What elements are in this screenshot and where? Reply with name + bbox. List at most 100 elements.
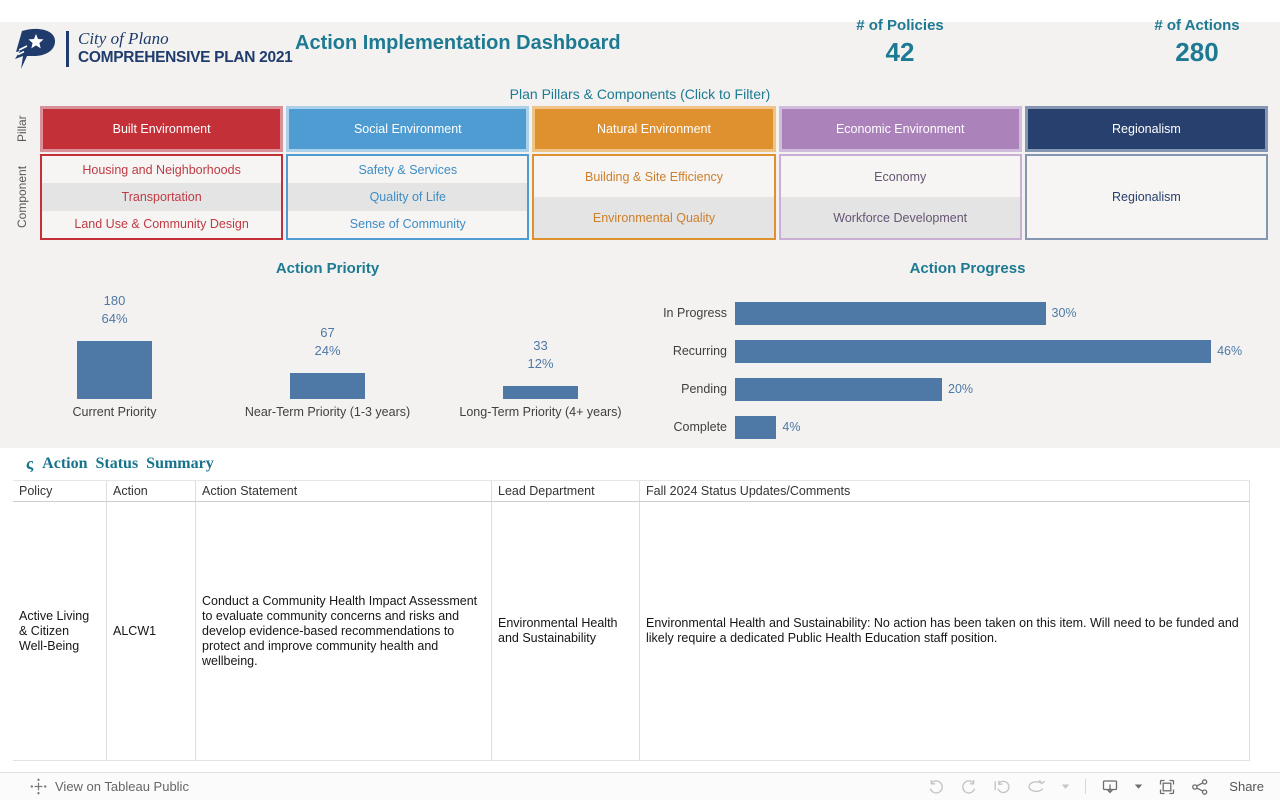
bar-value-label: 18064%	[101, 292, 127, 328]
bar-value-label: 20%	[948, 382, 973, 396]
progress-bars: In Progress 30% Recurring 46% Pending 20…	[655, 294, 1280, 446]
logo-city-name: City of Plano	[78, 29, 292, 48]
logo-divider	[66, 31, 69, 67]
view-on-tableau-public-label: View on Tableau Public	[55, 779, 189, 794]
pillar-column-economic-environment: Economic Environment Economy Workforce D…	[779, 106, 1022, 240]
caret-down-icon[interactable]	[1134, 782, 1143, 791]
progress-row: In Progress 30%	[655, 294, 1280, 332]
component-transportation[interactable]: Transportation	[42, 183, 281, 210]
kpi-actions: # of Actions 280	[1112, 17, 1280, 68]
pillar-regionalism[interactable]: Regionalism	[1025, 106, 1268, 152]
bar-value-label: 46%	[1217, 344, 1242, 358]
priority-bar-group: 6724%	[221, 292, 434, 399]
city-of-plano-logo-icon	[12, 27, 58, 71]
action-priority-chart: Action Priority 18064% 6724% 3312%	[0, 252, 655, 448]
table-title-text: Action Status Summary	[42, 455, 214, 473]
redo-icon[interactable]	[960, 778, 978, 796]
component-economy[interactable]: Economy	[781, 156, 1020, 197]
toolbar-divider	[1085, 779, 1086, 794]
pillar-column-built-environment: Built Environment Housing and Neighborho…	[40, 106, 283, 240]
pillar-social-environment[interactable]: Social Environment	[286, 106, 529, 152]
action-progress-chart: Action Progress In Progress 30% Recurrin…	[655, 252, 1280, 448]
charts-row: Action Priority 18064% 6724% 3312%	[0, 252, 1280, 448]
logo-plan-name: COMPREHENSIVE PLAN 2021	[78, 48, 292, 67]
progress-row: Complete 4%	[655, 408, 1280, 446]
refresh-icon[interactable]	[1026, 778, 1046, 796]
pillar-column-natural-environment: Natural Environment Building & Site Effi…	[532, 106, 775, 240]
component-box-economic-environment: Economy Workforce Development	[779, 154, 1022, 240]
reset-icon[interactable]	[993, 778, 1011, 796]
progress-bar-in-progress[interactable]	[735, 302, 1046, 325]
cell-lead-department[interactable]: Environmental Health and Sustainability	[492, 502, 640, 760]
view-on-tableau-public[interactable]: View on Tableau Public	[30, 778, 189, 795]
component-sense-of-community[interactable]: Sense of Community	[288, 211, 527, 238]
page-title: Action Implementation Dashboard	[295, 32, 621, 55]
priority-bar-near-term[interactable]	[290, 373, 365, 399]
kpi-policies-label: # of Policies	[815, 17, 985, 34]
component-environmental-quality[interactable]: Environmental Quality	[534, 197, 773, 238]
component-box-built-environment: Housing and Neighborhoods Transportation…	[40, 154, 283, 240]
category-label: Long-Term Priority (4+ years)	[434, 405, 647, 419]
component-building-site-efficiency[interactable]: Building & Site Efficiency	[534, 156, 773, 197]
share-label[interactable]: Share	[1229, 779, 1264, 794]
pillar-economic-environment[interactable]: Economic Environment	[779, 106, 1022, 152]
share-icon[interactable]	[1191, 778, 1209, 796]
pillar-natural-environment[interactable]: Natural Environment	[532, 106, 775, 152]
component-axis-label: Component	[12, 154, 32, 240]
cell-policy[interactable]: Active Living & Citizen Well-Being	[13, 502, 107, 760]
pillar-column-social-environment: Social Environment Safety & Services Qua…	[286, 106, 529, 240]
category-label: Pending	[655, 382, 727, 396]
tableau-logo-icon	[30, 778, 47, 795]
category-label: Complete	[655, 420, 727, 434]
component-safety-services[interactable]: Safety & Services	[288, 156, 527, 183]
priority-bar-long-term[interactable]	[503, 386, 578, 399]
pillar-built-environment[interactable]: Built Environment	[40, 106, 283, 152]
table-header-row: Policy Action Action Statement Lead Depa…	[13, 480, 1250, 502]
column-header-action-statement[interactable]: Action Statement	[196, 481, 492, 501]
priority-bar-current[interactable]	[77, 341, 152, 399]
pillar-column-regionalism: Regionalism Regionalism	[1025, 106, 1268, 240]
component-workforce-development[interactable]: Workforce Development	[781, 197, 1020, 238]
kpi-policies-value: 42	[815, 37, 985, 68]
column-header-fall-2024-status[interactable]: Fall 2024 Status Updates/Comments	[640, 481, 1250, 501]
progress-bar-complete[interactable]	[735, 416, 776, 439]
priority-category-labels: Current Priority Near-Term Priority (1-3…	[8, 405, 647, 419]
category-label: Current Priority	[8, 405, 221, 419]
category-label: In Progress	[655, 306, 727, 320]
action-status-summary-section: ς Action Status Summary Policy Action Ac…	[0, 448, 1280, 772]
bar-value-label: 30%	[1052, 306, 1077, 320]
action-progress-title: Action Progress	[655, 252, 1280, 277]
priority-bar-group: 3312%	[434, 292, 647, 399]
component-box-natural-environment: Building & Site Efficiency Environmental…	[532, 154, 775, 240]
column-header-lead-department[interactable]: Lead Department	[492, 481, 640, 501]
pillar-axis-label: Pillar	[12, 106, 32, 152]
priority-bar-group: 18064%	[8, 292, 221, 399]
component-housing-and-neighborhoods[interactable]: Housing and Neighborhoods	[42, 156, 281, 183]
column-header-policy[interactable]: Policy	[13, 481, 107, 501]
component-quality-of-life[interactable]: Quality of Life	[288, 183, 527, 210]
tableau-toolbar: View on Tableau Public	[0, 772, 1280, 800]
logo-text: City of Plano COMPREHENSIVE PLAN 2021	[78, 29, 292, 67]
component-land-use-community-design[interactable]: Land Use & Community Design	[42, 211, 281, 238]
progress-bar-pending[interactable]	[735, 378, 942, 401]
component-regionalism[interactable]: Regionalism	[1027, 156, 1266, 238]
filter-banner-label: Plan Pillars & Components (Click to Filt…	[0, 86, 1280, 102]
download-icon[interactable]	[1101, 778, 1119, 796]
caret-down-icon[interactable]	[1061, 782, 1070, 791]
table-title: ς Action Status Summary	[26, 454, 214, 474]
undo-icon[interactable]	[927, 778, 945, 796]
cell-action-statement[interactable]: Conduct a Community Health Impact Assess…	[196, 502, 492, 760]
category-label: Near-Term Priority (1-3 years)	[221, 405, 434, 419]
pillars-filter-grid: Built Environment Housing and Neighborho…	[40, 106, 1268, 240]
progress-row: Recurring 46%	[655, 332, 1280, 370]
bar-value-label: 4%	[782, 420, 800, 434]
kpi-actions-label: # of Actions	[1112, 17, 1280, 34]
progress-bar-recurring[interactable]	[735, 340, 1211, 363]
cell-action[interactable]: ALCW1	[107, 502, 196, 760]
column-header-action[interactable]: Action	[107, 481, 196, 501]
component-box-regionalism: Regionalism	[1025, 154, 1268, 240]
cell-fall-2024-status[interactable]: Environmental Health and Sustainability:…	[640, 502, 1250, 760]
plano-flourish-icon: ς	[26, 454, 33, 474]
fullscreen-icon[interactable]	[1158, 778, 1176, 796]
action-priority-title: Action Priority	[0, 252, 655, 277]
